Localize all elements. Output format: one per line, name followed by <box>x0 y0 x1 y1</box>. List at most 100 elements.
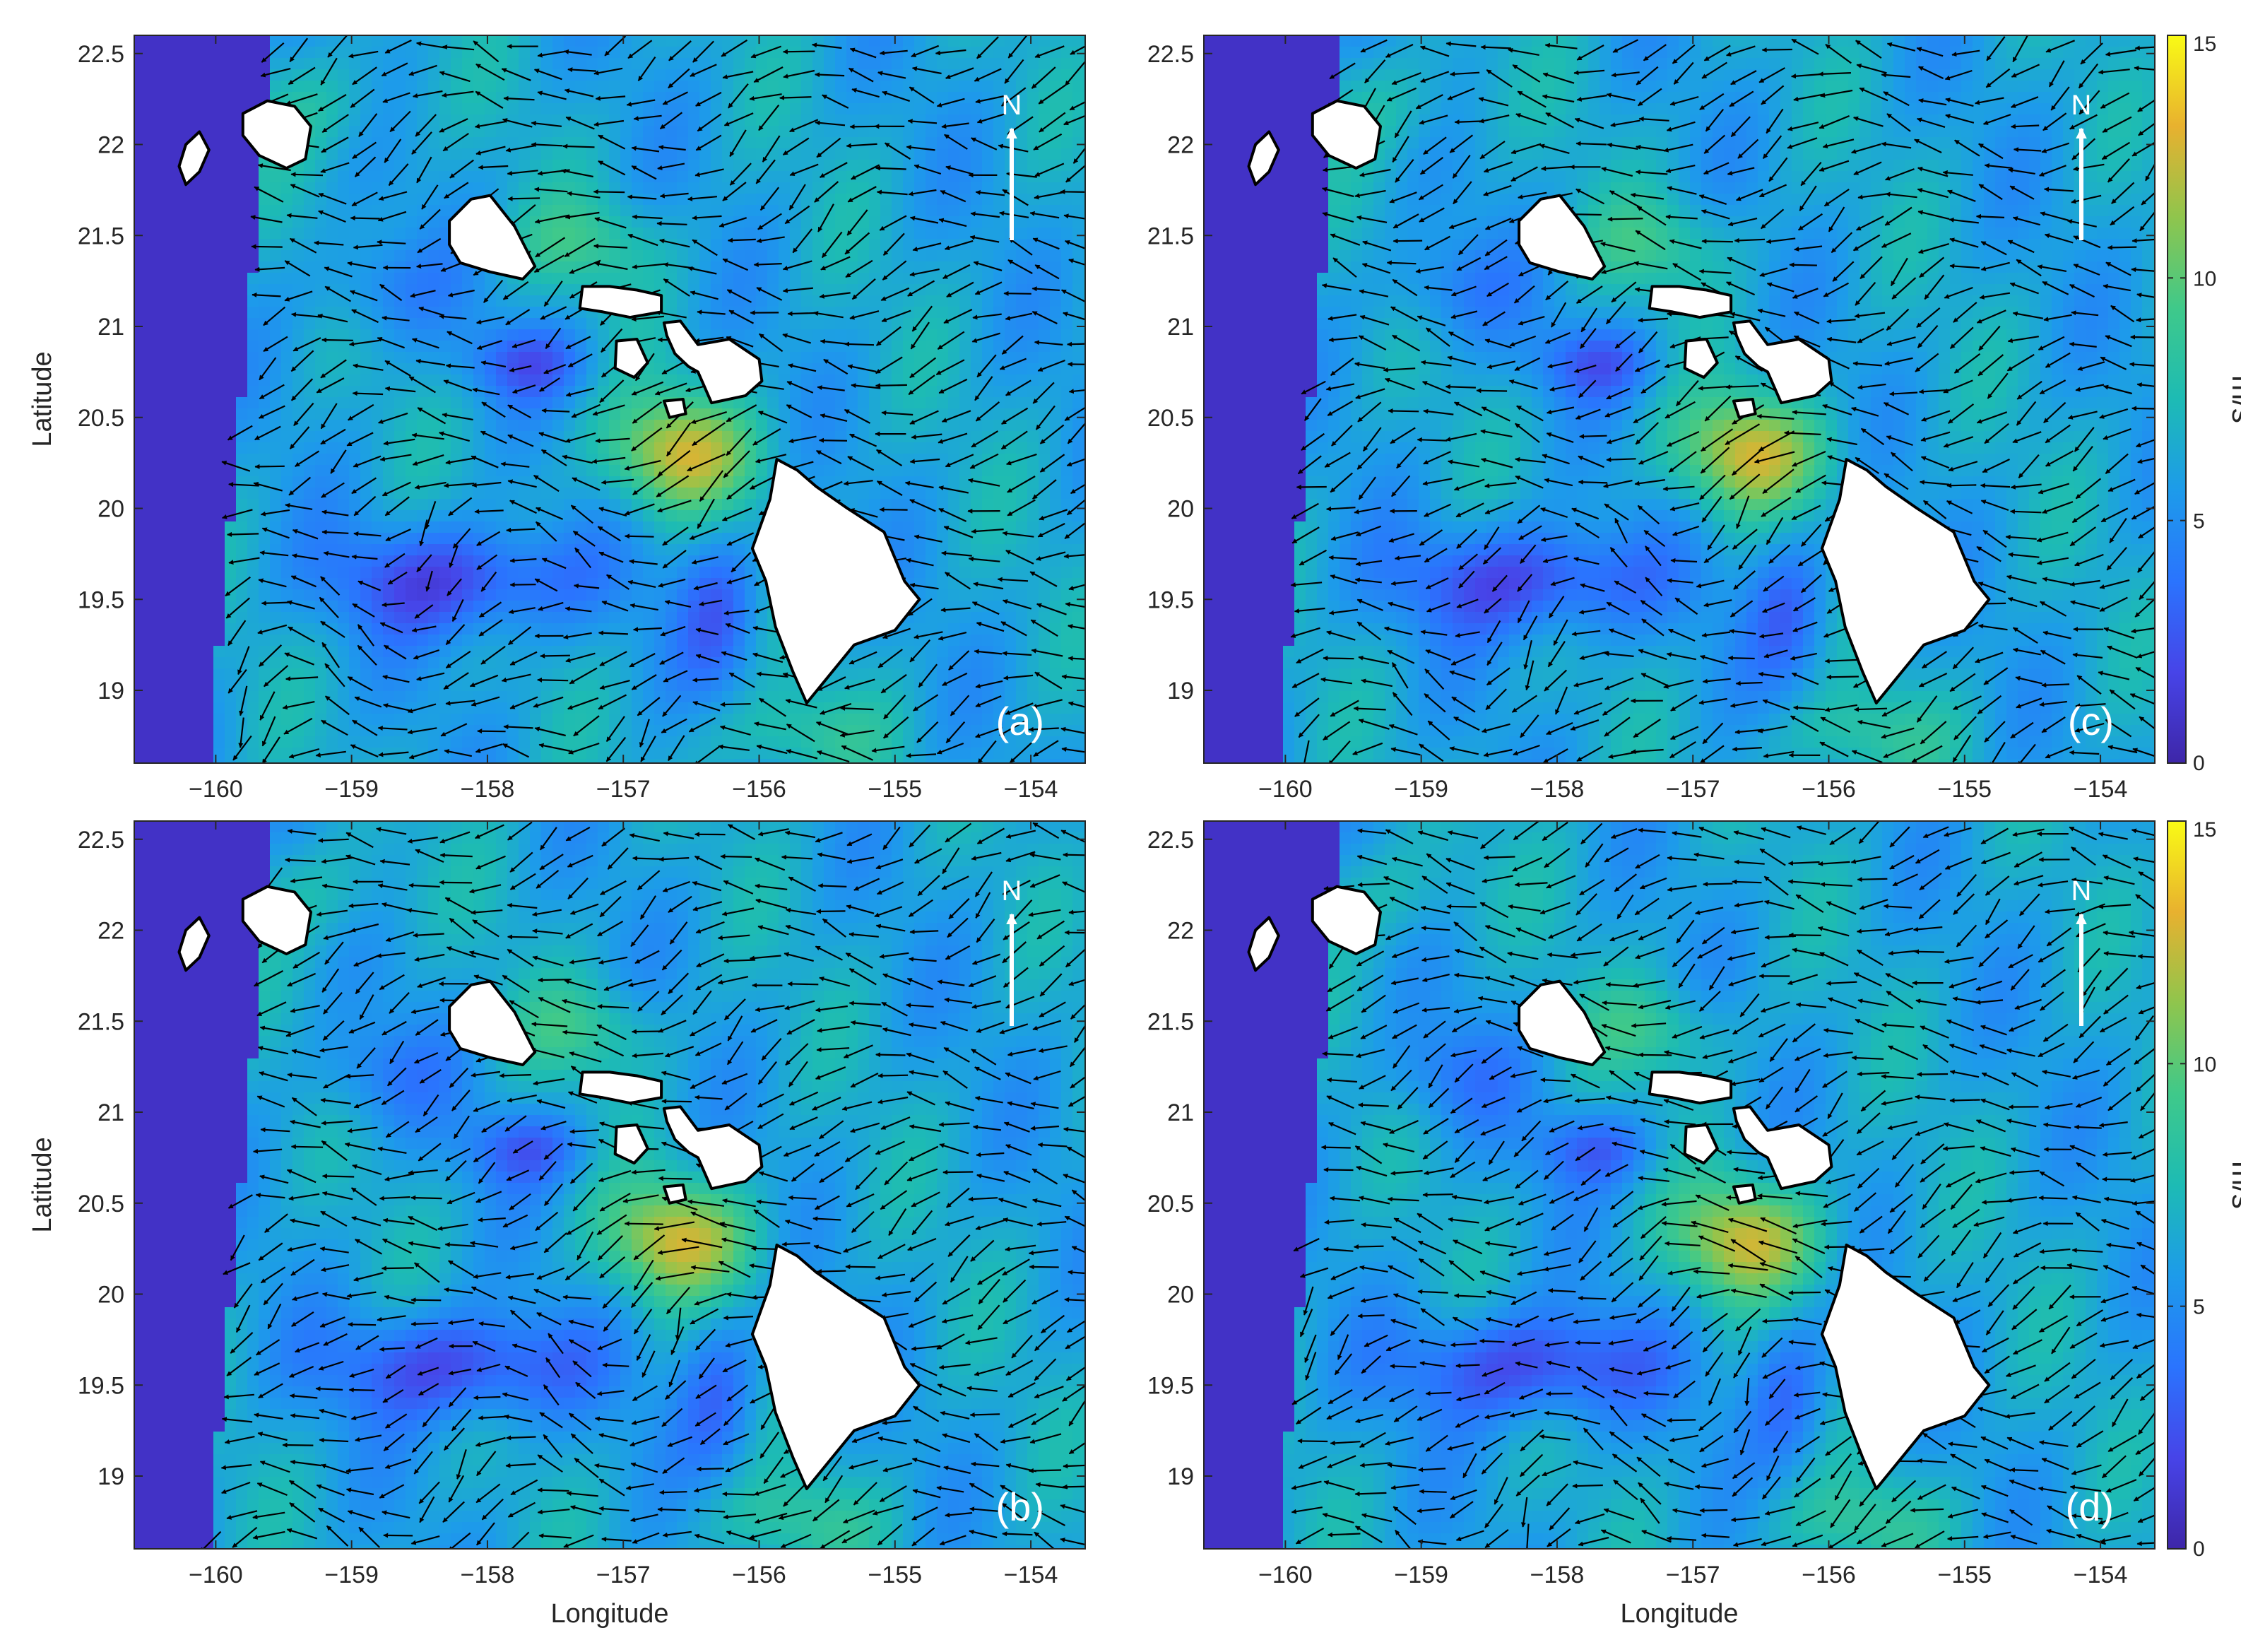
island-niihau <box>1247 130 1280 187</box>
island-molokai <box>1648 285 1733 319</box>
y-axis-label: Latitude <box>28 1137 57 1232</box>
colorbar-tick-label: 0 <box>2193 1538 2205 1561</box>
y-tick-label: 21.5 <box>1147 1008 1194 1035</box>
colorbar-tick-label: 5 <box>2193 510 2205 533</box>
island-molokai <box>578 1070 663 1105</box>
island-hawaii <box>750 1244 921 1490</box>
y-tick-label: 21 <box>97 1099 124 1126</box>
y-tick-label: 21 <box>1167 314 1194 341</box>
island-kauai <box>1311 99 1382 170</box>
island-maui <box>662 1105 764 1191</box>
x-tick-label: −158 <box>1530 776 1585 803</box>
colorbar-gradient <box>2167 35 2187 764</box>
y-tick-label: 21 <box>1167 1099 1194 1126</box>
panel-label: (c) <box>2068 699 2114 743</box>
island-niihau <box>177 130 211 187</box>
wind-vectors <box>199 821 1085 1549</box>
north-arrow: N <box>2071 90 2091 240</box>
colorbar: 0 5 10 15 m/s <box>2167 33 2241 775</box>
colorbar-tick-label: 15 <box>2193 818 2216 842</box>
north-arrow: N <box>1002 90 1022 240</box>
x-tick-label: −160 <box>189 1562 243 1588</box>
y-axis-label: Latitude <box>28 351 57 447</box>
north-arrow: N <box>1002 875 1022 1026</box>
colorbar: 0 5 10 15 m/s <box>2167 818 2241 1561</box>
x-tick-label: −154 <box>1004 776 1058 803</box>
y-tick-label: 20.5 <box>78 405 124 432</box>
panel-d: −160 −159 −158 −157 −156 −155 −154 19 19.5 20 20.5… <box>1147 818 2241 1629</box>
y-tick-label: 19.5 <box>78 1372 124 1399</box>
island-hawaii <box>1820 458 1991 704</box>
panel-b: −160 −159 −158 −157 −156 −155 −154 19 19.5 20 20.5… <box>28 820 1086 1629</box>
y-tick-label: 22.5 <box>78 827 124 854</box>
island-kahoolawe <box>1732 1184 1757 1205</box>
x-tick-label: −154 <box>2074 776 2128 803</box>
wind-speed-field <box>134 821 1085 1549</box>
island-hawaii <box>1820 1244 1991 1490</box>
island-hawaii <box>750 458 921 704</box>
x-axis-label: Longitude <box>551 1599 669 1629</box>
y-tick-label: 21.5 <box>78 223 124 249</box>
x-tick-label: −159 <box>1394 1562 1448 1588</box>
islands <box>1247 99 1991 704</box>
y-tick-label: 21.5 <box>78 1008 124 1035</box>
x-tick-label: −160 <box>1258 776 1313 803</box>
y-tick-label: 20.5 <box>78 1191 124 1217</box>
x-tick-label: −154 <box>2074 1562 2128 1588</box>
island-kauai <box>241 885 312 955</box>
panel-label: (a) <box>996 699 1044 743</box>
x-tick-label: −155 <box>1938 776 1992 803</box>
island-kahoolawe <box>1732 398 1757 419</box>
colorbar-unit-label: m/s <box>2226 375 2241 423</box>
north-label: N <box>2071 875 2092 907</box>
y-tick-label: 19.5 <box>1147 586 1194 613</box>
x-tick-label: −155 <box>868 1562 923 1588</box>
wind-vectors <box>1290 35 2155 763</box>
y-tick-label: 20.5 <box>1147 1191 1194 1217</box>
island-kauai <box>241 99 312 170</box>
y-tick-label: 19.5 <box>78 586 124 613</box>
colorbar-tick-label: 15 <box>2193 33 2216 56</box>
y-tick-label: 22 <box>1167 132 1194 159</box>
x-tick-label: −158 <box>461 1562 515 1588</box>
island-kahoolawe <box>662 1184 687 1205</box>
x-tick-label: −160 <box>1258 1562 1313 1588</box>
island-maui <box>1732 1105 1833 1191</box>
colorbar-tick-label: 0 <box>2193 752 2205 775</box>
panel-c: −160 −159 −158 −157 −156 −155 −154 19 19.5 20 20.5… <box>1147 33 2241 803</box>
y-tick-label: 22 <box>1167 918 1194 945</box>
y-tick-label: 19 <box>97 678 124 704</box>
x-tick-label: −157 <box>596 1562 651 1588</box>
y-tick-label: 19 <box>1167 1463 1194 1490</box>
axes-frame <box>134 35 1086 764</box>
x-tick-label: −156 <box>1802 1562 1856 1588</box>
x-tick-label: −155 <box>1938 1562 1992 1588</box>
colorbar-tick-label: 10 <box>2193 267 2216 290</box>
island-niihau <box>177 916 211 972</box>
x-tick-label: −159 <box>324 776 379 803</box>
y-tick-label: 20 <box>1167 496 1194 523</box>
axes-frame <box>134 820 1086 1550</box>
colorbar-unit-label: m/s <box>2226 1161 2241 1209</box>
y-tick-label: 19 <box>97 1463 124 1490</box>
x-tick-label: −159 <box>324 1562 379 1588</box>
island-oahu <box>1518 979 1607 1066</box>
x-tick-label: −155 <box>868 776 923 803</box>
y-tick-label: 21.5 <box>1147 223 1194 249</box>
island-oahu <box>448 979 537 1066</box>
island-molokai <box>1648 1070 1733 1105</box>
y-tick-label: 22 <box>97 132 124 159</box>
north-label: N <box>1002 90 1022 121</box>
x-tick-label: −157 <box>1666 776 1720 803</box>
island-lanai <box>613 338 649 379</box>
colorbar-tick-label: 10 <box>2193 1053 2216 1076</box>
x-tick-label: −156 <box>732 776 786 803</box>
x-tick-label: −157 <box>1666 1562 1720 1588</box>
island-lanai <box>613 1123 649 1165</box>
north-label: N <box>1002 875 1022 907</box>
x-tick-label: −154 <box>1004 1562 1058 1588</box>
x-tick-label: −157 <box>596 776 651 803</box>
panel-a: −160 −159 −158 −157 −156 −155 −154 19 19.5 20 20.5… <box>28 35 1086 803</box>
x-tick-label: −159 <box>1394 776 1448 803</box>
